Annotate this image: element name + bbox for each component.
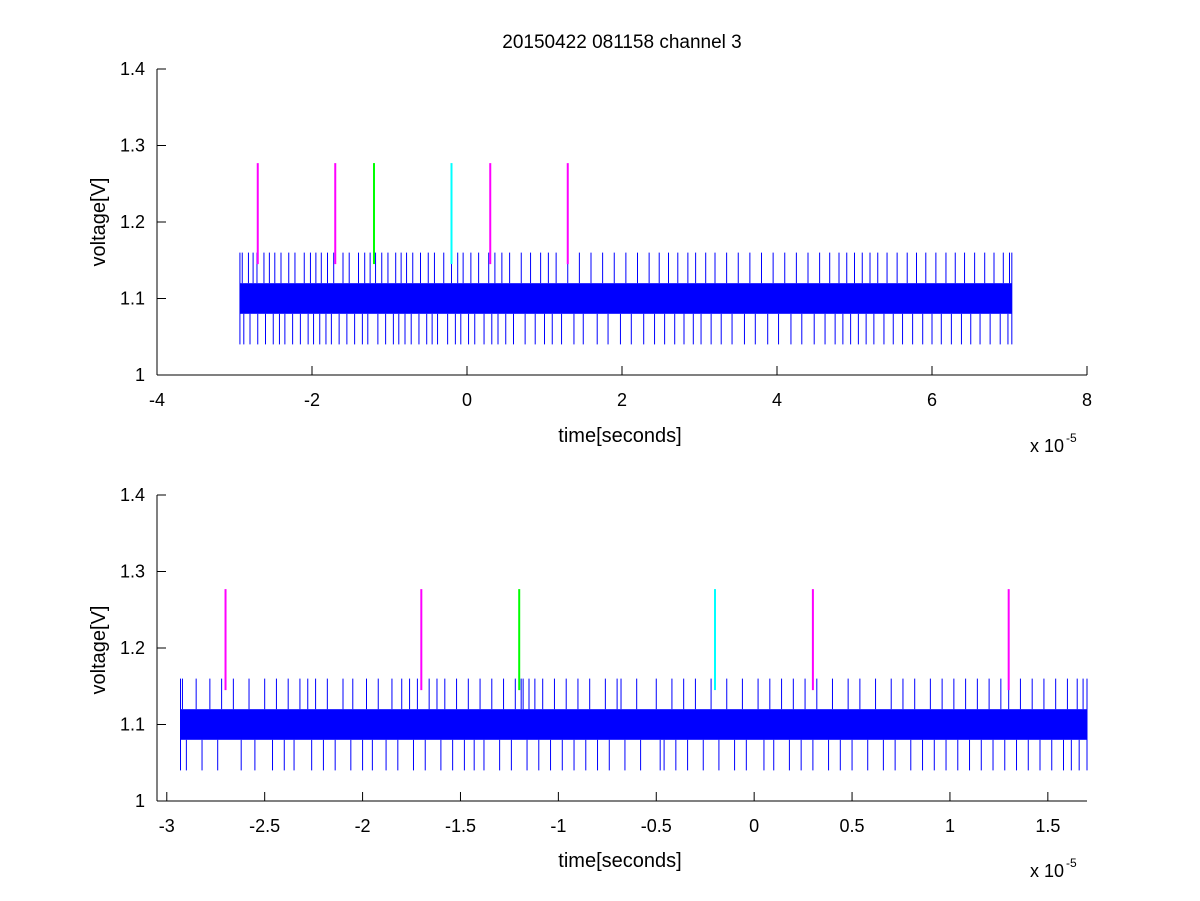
y-tick-label: 1.3 [120,562,145,582]
y-tick-label: 1.2 [120,638,145,658]
event-markers [224,589,1010,691]
x-multiplier: x 10 -5 [1030,856,1077,881]
y-tick-labels: 1 1.1 1.2 1.3 1.4 [120,485,145,811]
bottom-plot: -3 -2.5 -2 -1.5 -1 -0.5 0 0.5 1 1.5 1 1.1 1.2 1.3 1.4… [88,485,1088,881]
x-tick-label: -2.5 [249,816,280,836]
x-tick-label: 6 [927,390,937,410]
x-multiplier-base: x 10 [1030,436,1064,456]
x-tick-label: 4 [772,390,782,410]
signal-trace [179,678,1088,771]
y-tick-label: 1.4 [120,59,145,79]
y-tick-labels: 1 1.1 1.2 1.3 1.4 [120,59,145,385]
x-multiplier-exponent: -5 [1066,856,1077,870]
y-tick-label: 1 [135,791,145,811]
x-tick-label: 0 [462,390,472,410]
x-tick-label: 2 [617,390,627,410]
y-tick-label: 1.3 [120,136,145,156]
x-tick-labels: -4 -2 0 2 4 6 8 [149,390,1092,410]
axes [156,494,1087,802]
x-tick-label: -3 [159,816,175,836]
x-tick-label: 1 [945,816,955,836]
x-tick-labels: -3 -2.5 -2 -1.5 -1 -0.5 0 0.5 1 1.5 [159,816,1061,836]
signal-band [180,709,1087,740]
top-plot: 20150422 081158 channel 3 -4 -2 0 2 4 6 8 1 1.1… [88,32,1092,456]
x-tick-label: -4 [149,390,165,410]
y-tick-label: 1.1 [120,715,145,735]
axes [156,68,1088,376]
x-multiplier-exponent: -5 [1066,431,1077,445]
y-tick-label: 1.4 [120,485,145,505]
x-tick-label: -1 [550,816,566,836]
x-axis-label: time[seconds] [558,425,681,447]
event-markers [256,163,569,265]
signal-band [239,283,1012,314]
x-tick-label: -2 [355,816,371,836]
x-axis-label: time[seconds] [558,850,681,872]
x-tick-label: 1.5 [1035,816,1060,836]
y-tick-label: 1 [135,365,145,385]
y-axis-label: voltage[V] [88,606,110,695]
x-tick-label: 0 [749,816,759,836]
y-axis-label: voltage[V] [88,178,110,267]
signal-trace [239,252,1013,345]
y-tick-label: 1.1 [120,289,145,309]
chart-title: 20150422 081158 channel 3 [502,32,742,53]
x-multiplier-base: x 10 [1030,861,1064,881]
x-tick-label: 0.5 [840,816,865,836]
x-tick-label: -1.5 [445,816,476,836]
y-tick-label: 1.2 [120,212,145,232]
x-tick-label: -2 [304,390,320,410]
x-multiplier: x 10 -5 [1030,431,1077,456]
x-tick-label: -0.5 [641,816,672,836]
x-tick-label: 8 [1082,390,1092,410]
